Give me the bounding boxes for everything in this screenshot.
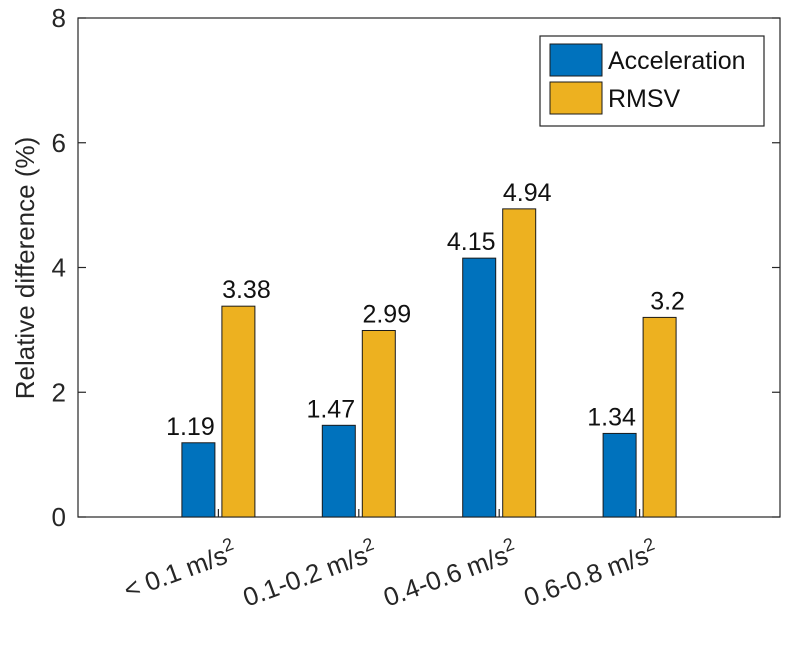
legend-swatch-acceleration [549,43,603,77]
bar-rmsv-3 [642,316,677,518]
bar-acceleration-2 [462,257,497,518]
x-axis: < 0.1 m/s2 0.1-0.2 m/s2 0.4-0.6 m/s2 0.6-0.… [119,509,662,613]
data-labels: 1.19 3.38 1.47 2.99 4.154.94 1.34 3.2 [166,179,685,441]
bar-rmsv-2 [502,208,537,518]
legend: Acceleration RMSV [539,35,765,127]
bar-acceleration-1 [321,424,356,518]
data-label-acceleration-1: 1.47 [306,395,355,423]
data-label-acceleration-2: 4.15 [447,228,496,256]
y-tick-label: 2 [52,377,66,407]
data-label-rmsv-2: 4.94 [503,179,552,207]
data-label-rmsv-1: 2.99 [362,300,411,328]
data-label-rmsv-0: 3.38 [222,276,271,304]
svg-text:0.1-0.2 m/s2: 0.1-0.2 m/s2 [238,534,381,613]
x-tick-label-base: < 0.1 m/s [120,540,231,605]
svg-text:0.4-0.6 m/s2: 0.4-0.6 m/s2 [378,534,521,613]
data-label-acceleration-3: 1.34 [587,403,636,431]
data-label-acceleration-0: 1.19 [166,413,215,441]
bar-rmsv-0 [221,305,256,518]
bar-rmsv-1 [361,329,396,518]
x-tick-label: 0.4-0.6 m/s2 [378,534,521,613]
x-tick-label: 0.6-0.8 m/s2 [519,534,662,613]
svg-text:< 0.1 m/s2: < 0.1 m/s2 [119,534,241,605]
y-axis-label: Relative difference (%) [10,137,40,400]
bar-acceleration-3 [602,432,637,518]
legend-swatch-rmsv [549,81,603,115]
y-tick-label: 0 [52,502,66,532]
x-tick-label-base: 0.4-0.6 m/s [379,540,511,613]
x-tick-label-base: 0.1-0.2 m/s [239,540,371,613]
bar-acceleration-0 [181,442,216,518]
x-tick-label-base: 0.6-0.8 m/s [520,540,652,613]
legend-label-rmsv: RMSV [608,85,681,113]
legend-label-acceleration: Acceleration [608,47,746,75]
y-axis: 0 2 4 6 8 [52,3,780,532]
x-tick-label: < 0.1 m/s2 [119,534,241,605]
y-tick-label: 8 [52,3,66,33]
svg-text:0.6-0.8 m/s2: 0.6-0.8 m/s2 [519,534,662,613]
data-label-rmsv-3: 3.2 [650,287,685,315]
y-tick-label: 4 [52,253,66,283]
bars [181,208,677,518]
y-tick-label: 6 [52,128,66,158]
x-tick-label: 0.1-0.2 m/s2 [238,534,381,613]
